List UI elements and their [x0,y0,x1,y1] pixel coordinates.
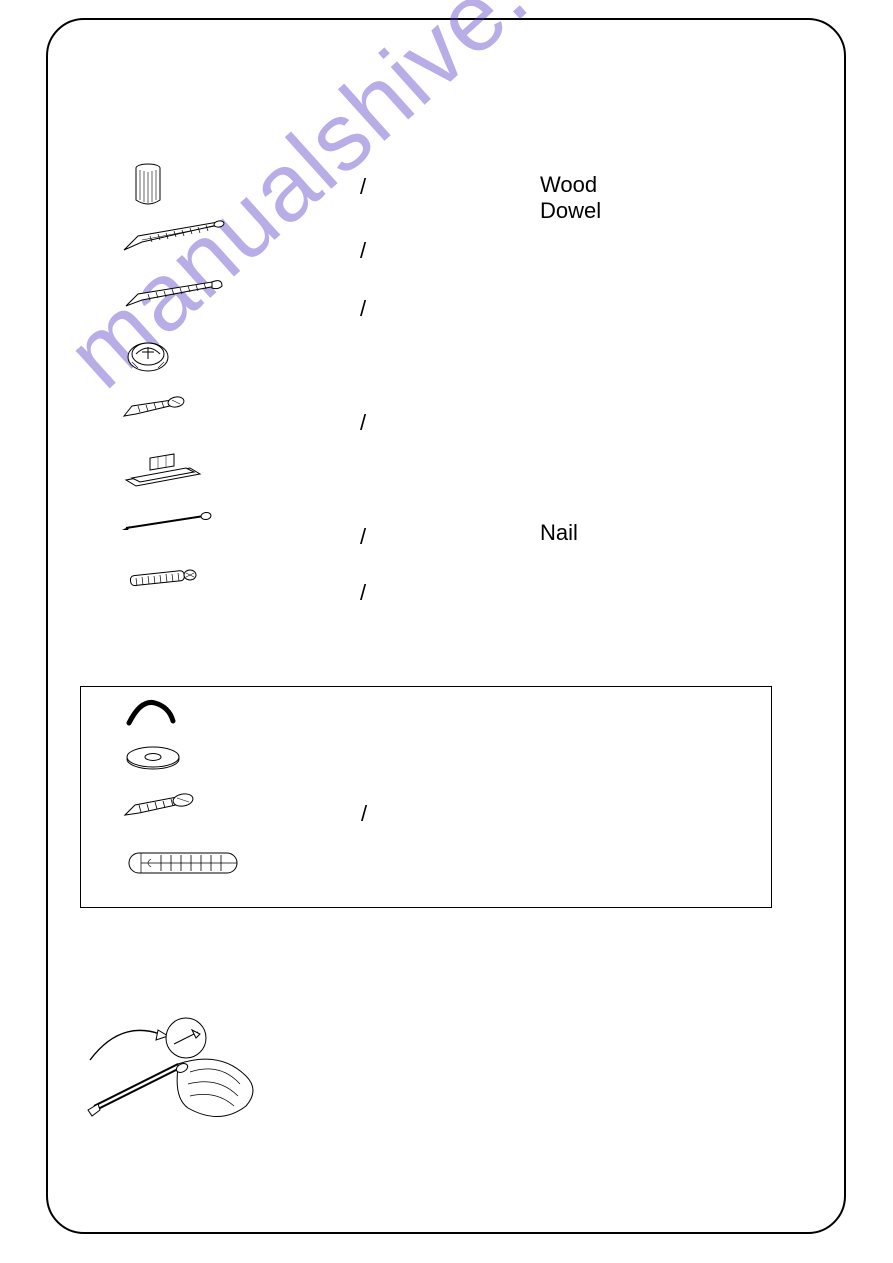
screwdriver-icon [70,1010,270,1150]
safety-strap-icon [121,695,231,745]
separator-slash: / [361,801,367,827]
cam-lock-icon [120,334,230,384]
separator-slash: / [360,296,366,322]
wood-dowel-icon [120,160,230,210]
hardware-label: Wood Dowel [540,172,601,224]
hardware-label: Nail [540,520,578,546]
short-screw-icon [120,392,230,442]
back-clip-icon [120,450,230,500]
nail-icon [120,508,230,558]
separator-slash: / [360,524,366,550]
washer-icon [121,743,231,793]
flat-screw-icon [120,218,230,268]
wall-anchor-icon [121,843,231,893]
separator-slash: / [360,580,366,606]
wall-screw-icon [121,791,231,841]
separator-slash: / [360,238,366,264]
wall-mount-box: / [80,686,772,908]
confirmat-icon [120,566,230,616]
separator-slash: / [360,174,366,200]
separator-slash: / [360,410,366,436]
pan-screw-icon [120,276,230,326]
